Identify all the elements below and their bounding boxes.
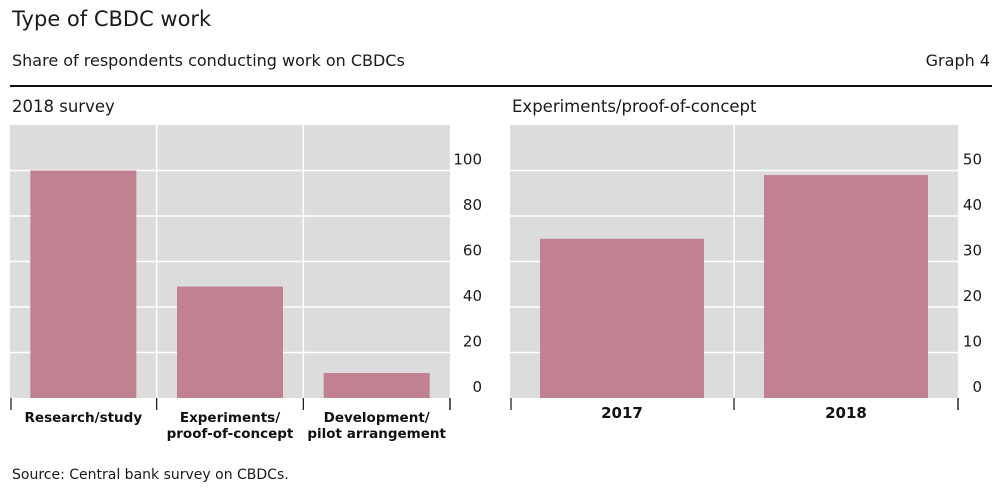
- chart-title: Type of CBDC work: [12, 7, 212, 31]
- y-tick-label: 40: [463, 287, 482, 305]
- y-tick-label: 30: [963, 242, 982, 260]
- y-tick-label: 10: [963, 333, 982, 351]
- panel-title-2018-survey: 2018 survey: [12, 97, 115, 116]
- panel-title-experiments: Experiments/proof-of-concept: [512, 97, 757, 116]
- y-tick-label: 100: [453, 151, 482, 169]
- category-label: Research/study: [25, 410, 143, 426]
- category-label: Experiments/: [180, 410, 280, 426]
- bar-research-study: [30, 170, 137, 398]
- category-label: 2017: [601, 404, 643, 422]
- bar-2018: [764, 175, 928, 398]
- category-label: pilot arrangement: [307, 426, 446, 442]
- y-tick-label: 80: [463, 196, 482, 214]
- source-note: Source: Central bank survey on CBDCs.: [12, 467, 289, 483]
- category-label: 2018: [825, 404, 867, 422]
- y-tick-label: 20: [463, 333, 482, 351]
- header-rule: [10, 85, 992, 87]
- category-label: proof-of-concept: [167, 426, 294, 442]
- y-tick-label: 20: [963, 287, 982, 305]
- y-tick-label: 0: [972, 378, 982, 396]
- bar-2017: [540, 238, 704, 398]
- y-tick-label: 40: [963, 196, 982, 214]
- y-tick-label: 50: [963, 151, 982, 169]
- y-tick-label: 0: [472, 378, 482, 396]
- category-label: Development/: [324, 410, 430, 426]
- graph-number: Graph 4: [925, 51, 990, 70]
- bar-experiments-proof-of-concept: [177, 286, 283, 398]
- bar-development-pilot-arrangement: [323, 372, 430, 398]
- y-tick-label: 60: [463, 242, 482, 260]
- chart-subtitle: Share of respondents conducting work on …: [12, 51, 405, 70]
